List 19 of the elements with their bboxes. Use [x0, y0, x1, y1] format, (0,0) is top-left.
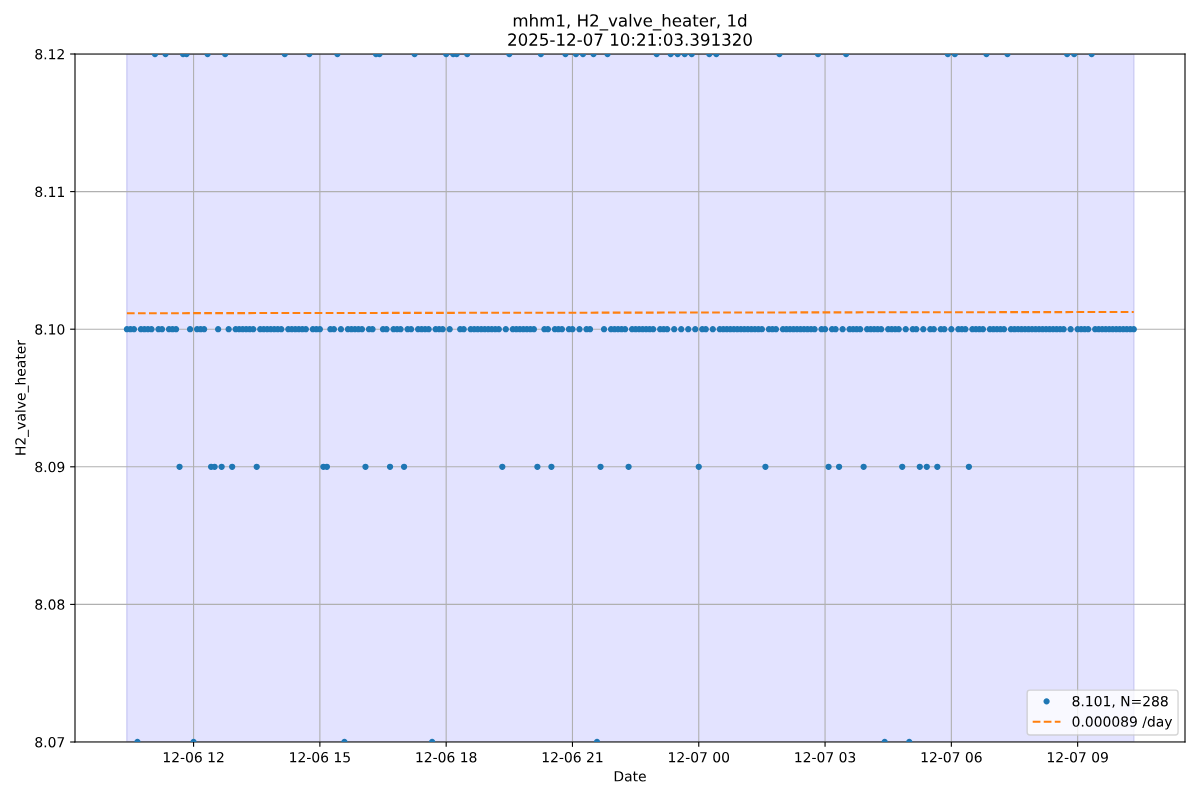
- x-axis-title: Date: [614, 771, 646, 782]
- x-tick-label: 12-06 18: [416, 751, 477, 763]
- x-tick-label: 12-07 09: [1047, 751, 1108, 763]
- y-tick-label: 8.12: [35, 48, 64, 60]
- y-tick-label: 8.07: [35, 736, 65, 748]
- x-tick-label: 12-07 06: [921, 751, 982, 763]
- y-tick-label: 8.10: [35, 324, 65, 335]
- x-tick-label: 12-06 21: [542, 751, 603, 763]
- y-axis-title: H2_valve_heater: [14, 339, 29, 455]
- x-tick-label: 12-07 03: [795, 751, 856, 763]
- x-tick-label: 12-06 12: [163, 751, 224, 763]
- x-tick-label: 12-06 15: [290, 751, 350, 763]
- y-tick-label: 8.09: [35, 461, 65, 473]
- chart-title: mhm1, H2_valve_heater, 1d 2025-12-07 10:21:03.391320: [508, 13, 752, 46]
- legend-label: 0.000089 /day: [1072, 716, 1173, 730]
- x-tick-label: 12-07 00: [669, 751, 730, 763]
- y-tick-label: 8.11: [35, 186, 64, 198]
- y-tick-label: 8.08: [35, 599, 65, 610]
- legend-label: 8.101, N=288: [1072, 695, 1168, 708]
